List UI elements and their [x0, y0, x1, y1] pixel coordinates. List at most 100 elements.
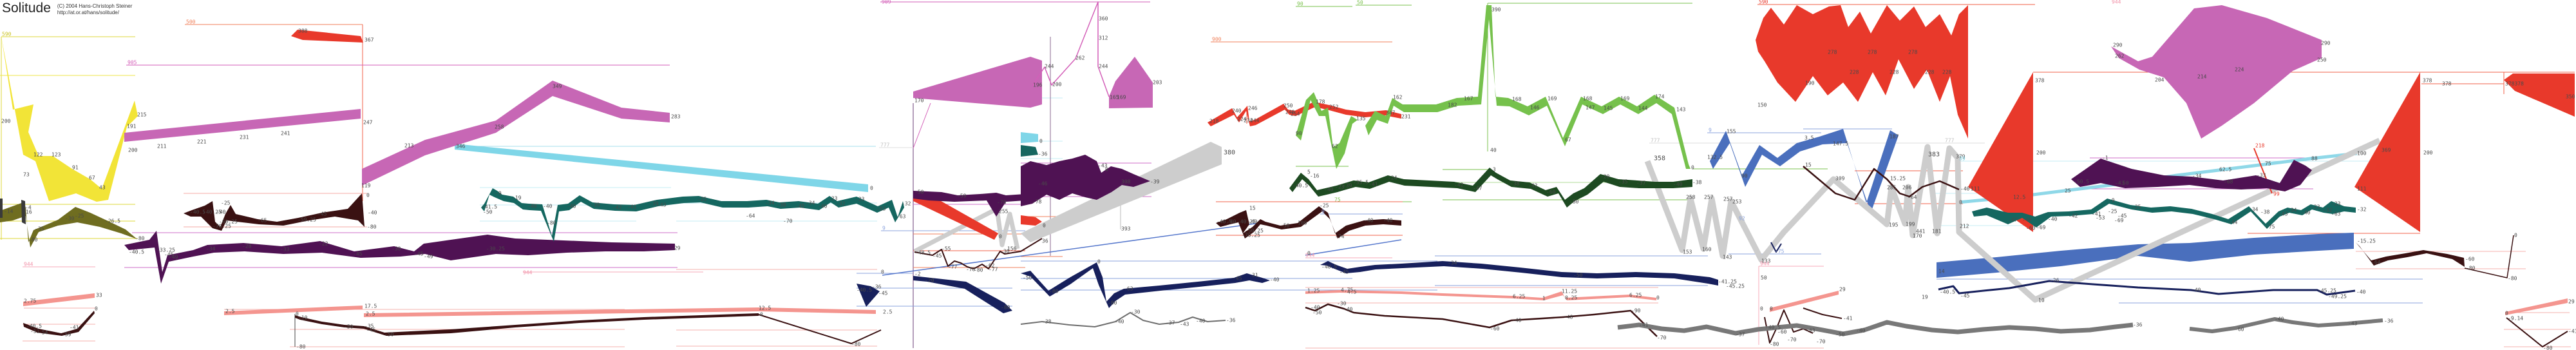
value-label-401: -40	[2192, 287, 2201, 293]
pink-band-d	[2505, 298, 2568, 315]
value-label-256: 1.25	[1307, 288, 1320, 294]
value-label-59: -64	[746, 213, 755, 219]
source-url[interactable]: http://at.or.at/hans/solitude/	[57, 10, 119, 16]
value-label-239: -50.25	[1245, 228, 1264, 234]
value-label-109: 12.5	[759, 306, 771, 311]
value-label-243: -25	[1320, 203, 1329, 209]
purple-big-c	[1021, 155, 1150, 206]
value-label-182: 246	[1248, 106, 1258, 112]
value-label-299: -80	[1770, 342, 1779, 347]
value-label-202: 169	[1548, 96, 1557, 102]
value-label-94: -59.25	[298, 217, 316, 223]
value-label-413: -80	[2466, 266, 2476, 271]
value-label-87: -40.5	[190, 209, 205, 215]
value-label-281: 153	[1683, 249, 1692, 255]
value-label-78: -28	[242, 244, 252, 249]
value-label-50: -40	[543, 204, 553, 209]
value-label-113: 909	[882, 0, 891, 5]
value-label-88: -40.25	[203, 209, 222, 215]
value-label-222: -42	[1454, 182, 1464, 188]
value-label-416: 29	[2568, 299, 2575, 305]
value-label-333: 369	[2382, 148, 2391, 153]
value-label-7: 123	[52, 152, 61, 158]
value-label-74: -33.25	[156, 248, 175, 253]
value-label-319: 190	[1805, 81, 1815, 86]
value-label-106: -45	[366, 327, 376, 333]
value-label-98: -80	[367, 224, 377, 230]
value-label-359: 290	[2113, 43, 2123, 48]
value-label-384: -25	[2132, 204, 2141, 210]
value-label-16: -80	[28, 237, 38, 243]
value-label-372: -47	[2008, 217, 2018, 223]
value-label-312: 278	[1828, 50, 1837, 55]
maroon-bottom-b	[295, 313, 759, 336]
red-band-c	[1208, 102, 1401, 126]
value-label-228: -80	[1569, 199, 1579, 205]
value-label-340: 12.5	[2013, 195, 2025, 200]
value-label-386: -38	[2260, 209, 2270, 215]
value-label-22: 2.75	[24, 298, 36, 304]
value-label-411: -64	[2371, 260, 2381, 266]
value-label-233: -38	[1692, 180, 1702, 186]
olive-band	[0, 202, 137, 248]
pink-band-c	[1305, 290, 1656, 300]
value-label-410: -15.25	[2357, 238, 2376, 244]
value-label-137: -78	[966, 267, 976, 273]
value-label-397: 14	[1938, 269, 1945, 275]
value-label-32: 221	[197, 139, 207, 145]
value-label-135: -55	[942, 246, 951, 252]
value-label-149: 308	[1121, 179, 1131, 185]
value-label-248: 944	[1305, 253, 1315, 258]
value-label-155: -36	[872, 284, 882, 290]
value-label-414: -80	[2508, 276, 2517, 282]
value-label-285: 92	[1739, 216, 1745, 222]
value-label-31: 211	[157, 144, 167, 150]
value-label-314: 278	[1868, 50, 1877, 55]
maroon-mini-d	[2356, 242, 2465, 267]
red-triangle-1	[1968, 72, 2033, 232]
value-label-188: 252	[1329, 104, 1339, 110]
black-chip-b	[21, 200, 26, 224]
value-label-250: -40.5	[1321, 264, 1337, 270]
purple-band-b	[124, 231, 675, 284]
value-label-209: 174	[1655, 94, 1665, 100]
value-label-189: 90	[1296, 131, 1302, 137]
value-label-124: 165	[1110, 95, 1119, 101]
value-label-35: 247	[363, 120, 373, 126]
value-label-405: -36	[2133, 322, 2143, 328]
value-label-273: -70	[1657, 335, 1667, 341]
navy-check	[1770, 242, 1782, 253]
value-label-76: -49	[169, 255, 178, 260]
blue-wide-band	[1937, 233, 2354, 278]
value-label-395: -63	[2331, 211, 2341, 217]
value-label-3: 200	[1, 119, 11, 124]
navy-line-d	[1938, 280, 2356, 296]
value-label-290: -75	[1775, 249, 1785, 255]
value-label-56: -39	[649, 201, 659, 207]
value-label-210: 143	[1676, 107, 1686, 113]
value-label-142: 36	[1042, 238, 1048, 244]
value-label-293: 944	[1760, 261, 1770, 267]
value-label-232: -40	[1673, 182, 1683, 188]
salmon-band-b2	[364, 307, 876, 317]
value-label-329: 379	[1956, 154, 1965, 160]
value-label-237: -40	[1248, 219, 1258, 225]
value-label-383: -69	[2114, 218, 2124, 224]
teal-chip	[1021, 145, 1038, 157]
value-label-205: 147	[1586, 105, 1595, 111]
value-label-355: 350	[2566, 94, 2575, 100]
value-label-206: 145	[1604, 106, 1613, 112]
value-label-154: -40.5	[857, 287, 872, 293]
value-label-58: -25	[697, 197, 707, 202]
value-label-175: -36	[1226, 318, 1236, 324]
value-label-342: 50	[2123, 180, 2129, 186]
black-chip-a	[0, 199, 3, 218]
value-label-367: -50.5	[2074, 179, 2089, 185]
value-label-288: 155	[1727, 129, 1736, 135]
value-label-117: 196	[1033, 83, 1043, 88]
value-label-221: -24	[1388, 175, 1397, 181]
value-label-150: -39	[1150, 179, 1160, 185]
value-label-418: -9.14	[2508, 316, 2523, 322]
value-label-96: 0	[366, 193, 370, 199]
value-label-86: -29	[671, 246, 681, 251]
